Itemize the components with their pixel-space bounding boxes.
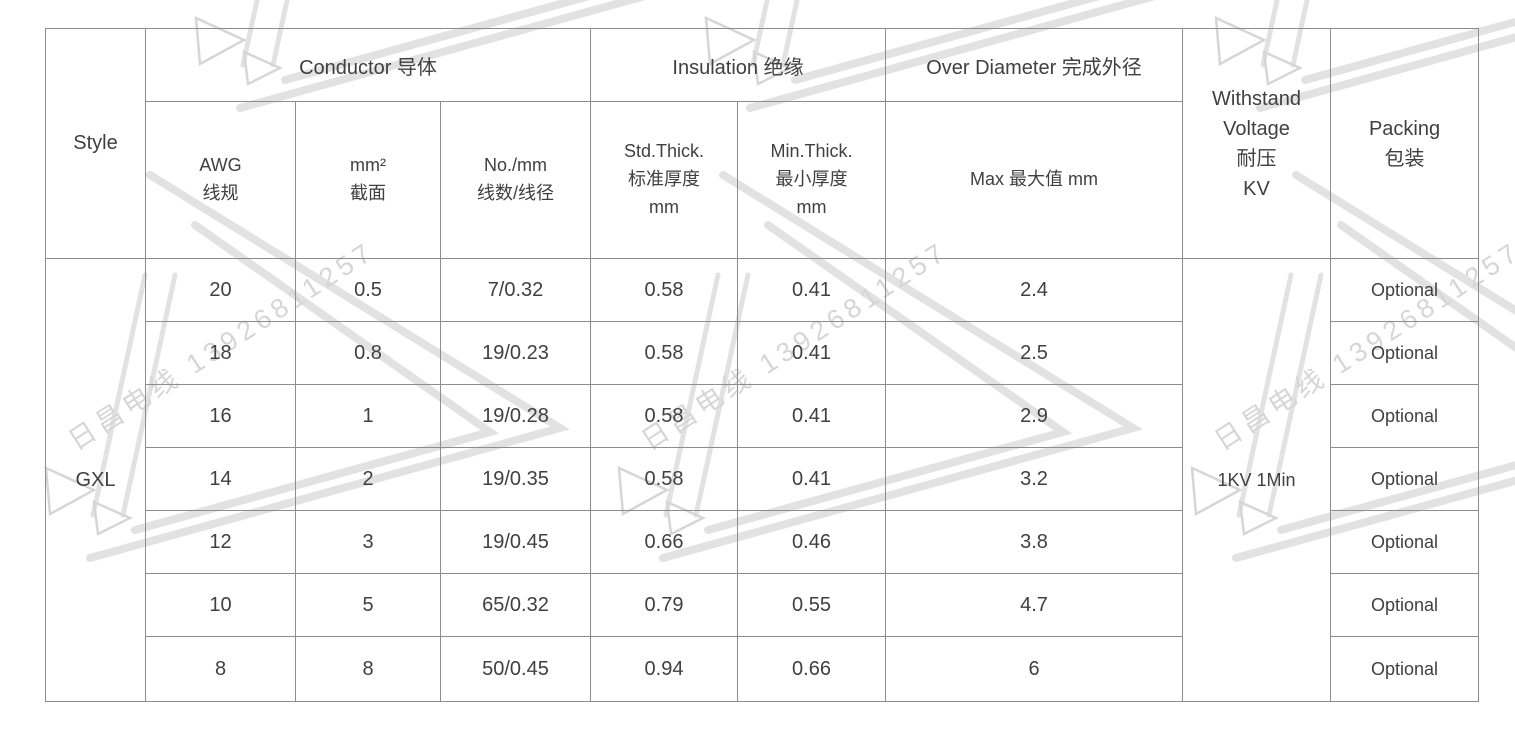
std-thick-cell: 0.58: [590, 384, 738, 448]
header-insulation: Insulation 绝缘: [589, 28, 887, 102]
mm2-cell: 3: [295, 510, 441, 574]
mm2-cell: 5: [295, 573, 441, 637]
min-thick-cell: 0.46: [736, 510, 887, 574]
header-min-thick: Min.Thick. 最小厚度 mm: [736, 101, 887, 259]
std-thick-cell: 0.58: [590, 258, 738, 322]
awg-cell: 14: [145, 447, 296, 511]
max-od-cell: 4.7: [885, 573, 1184, 637]
no-mm-cell: 19/0.45: [440, 510, 591, 574]
no-mm-cell: 50/0.45: [440, 636, 591, 702]
std-thick-cell: 0.58: [590, 321, 738, 385]
mm2-cell: 8: [295, 636, 441, 702]
header-no-mm: No./mm 线数/线径: [440, 101, 591, 259]
min-thick-cell: 0.41: [736, 447, 887, 511]
no-mm-cell: 19/0.23: [440, 321, 591, 385]
awg-cell: 10: [145, 573, 296, 637]
awg-cell: 8: [145, 636, 296, 702]
min-thick-cell: 0.41: [736, 321, 887, 385]
table-row: 16 1 19/0.28 0.58 0.41 2.9 Optional: [46, 384, 1480, 448]
header-packing: Packing 包装: [1330, 28, 1480, 259]
table-row: 18 0.8 19/0.23 0.58 0.41 2.5 Optional: [46, 321, 1480, 385]
awg-cell: 12: [145, 510, 296, 574]
mm2-cell: 1: [295, 384, 441, 448]
header-group-row: Style Conductor 导体 Insulation 绝缘 Over Di…: [45, 28, 1480, 259]
max-od-cell: 2.5: [885, 321, 1184, 385]
no-mm-cell: 19/0.28: [440, 384, 591, 448]
mm2-cell: 0.5: [295, 258, 441, 322]
header-max: Max 最大值 mm: [885, 101, 1184, 259]
slash-icon: [1260, 0, 1280, 68]
max-od-cell: 2.4: [885, 258, 1184, 322]
max-od-cell: 3.2: [885, 447, 1184, 511]
max-od-cell: 2.9: [885, 384, 1184, 448]
std-thick-cell: 0.58: [590, 447, 738, 511]
withstand-value-cell: 1KV 1Min: [1182, 258, 1332, 702]
header-std-thick: Std.Thick. 标准厚度 mm: [590, 101, 738, 259]
style-value-cell: GXL: [45, 258, 146, 702]
table-row: 8 8 50/0.45 0.94 0.66 6 Optional: [46, 636, 1480, 702]
mm2-cell: 0.8: [295, 321, 441, 385]
header-withstand-voltage: Withstand Voltage 耐压 KV: [1182, 28, 1332, 259]
slash-icon: [240, 0, 260, 68]
packing-cell: Optional: [1330, 258, 1480, 322]
max-od-cell: 6: [885, 636, 1184, 702]
slash-icon: [780, 0, 800, 68]
table-row: 14 2 19/0.35 0.58 0.41 3.2 Optional: [46, 447, 1480, 511]
max-od-cell: 3.8: [885, 510, 1184, 574]
std-thick-cell: 0.79: [590, 573, 738, 637]
packing-cell: Optional: [1330, 321, 1480, 385]
header-column-row: AWG 线规 mm² 截面 No./mm 线数/线径 Std.Thick. 标准…: [46, 101, 1479, 259]
min-thick-cell: 0.41: [736, 258, 887, 322]
awg-cell: 18: [145, 321, 296, 385]
slash-icon: [1290, 0, 1310, 68]
packing-cell: Optional: [1330, 636, 1480, 702]
packing-cell: Optional: [1330, 510, 1480, 574]
no-mm-cell: 19/0.35: [440, 447, 591, 511]
packing-cell: Optional: [1330, 384, 1480, 448]
no-mm-cell: 7/0.32: [440, 258, 591, 322]
std-thick-cell: 0.94: [590, 636, 738, 702]
table-row: GXL 20 0.5 7/0.32 0.58 0.41 2.4 1KV 1Min…: [45, 258, 1480, 702]
packing-cell: Optional: [1330, 573, 1480, 637]
header-over-diameter: Over Diameter 完成外径: [885, 28, 1184, 102]
table-row: 12 3 19/0.45 0.66 0.46 3.8 Optional: [46, 510, 1480, 574]
slash-icon: [750, 0, 770, 68]
min-thick-cell: 0.55: [736, 573, 887, 637]
awg-cell: 16: [145, 384, 296, 448]
wire-spec-table: Style Conductor 导体 Insulation 绝缘 Over Di…: [45, 28, 1480, 702]
slash-icon: [270, 0, 290, 68]
no-mm-cell: 65/0.32: [440, 573, 591, 637]
min-thick-cell: 0.41: [736, 384, 887, 448]
header-style: Style: [45, 28, 146, 259]
std-thick-cell: 0.66: [590, 510, 738, 574]
min-thick-cell: 0.66: [736, 636, 887, 702]
packing-cell: Optional: [1330, 447, 1480, 511]
mm2-cell: 2: [295, 447, 441, 511]
awg-cell: 20: [145, 258, 296, 322]
header-conductor: Conductor 导体: [145, 28, 591, 102]
header-mm2: mm² 截面: [295, 101, 441, 259]
header-awg: AWG 线规: [145, 101, 296, 259]
